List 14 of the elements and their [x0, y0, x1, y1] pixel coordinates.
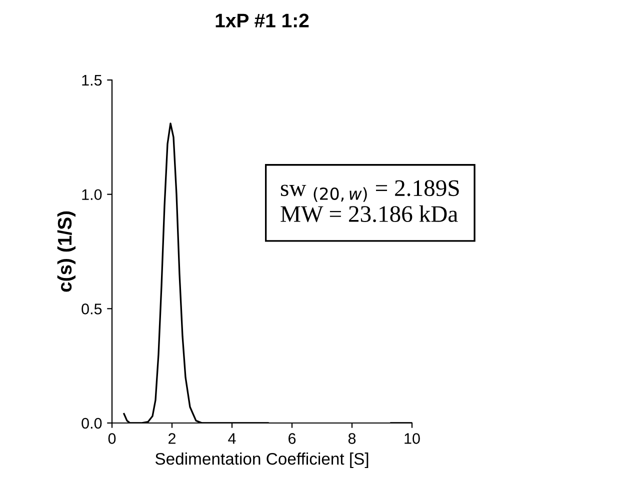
x-tick-label: 2 [168, 433, 176, 444]
x-tick-label: 6 [288, 433, 296, 444]
y-tick-label: 1.5 [82, 75, 102, 86]
y-tick-label: 0.5 [82, 304, 102, 314]
x-tick-label: 0 [108, 433, 116, 444]
y-axis-title: c(s) (1/S) [57, 211, 76, 292]
x-tick-label: 8 [348, 433, 356, 444]
annotation: sw $_{(20,w)}$ = 2.189S MW = 23.186 kDa [280, 180, 459, 222]
y-tick-label: 1.0 [82, 189, 102, 200]
x-tick-label: 4 [228, 433, 236, 444]
chart-title: 1xP #1 1:2 [216, 14, 309, 28]
x-tick-label: 10 [404, 433, 420, 444]
x-axis-title: Sedimentation Coefficient [S] [155, 452, 368, 468]
y-tick-label: 0.0 [82, 418, 102, 429]
